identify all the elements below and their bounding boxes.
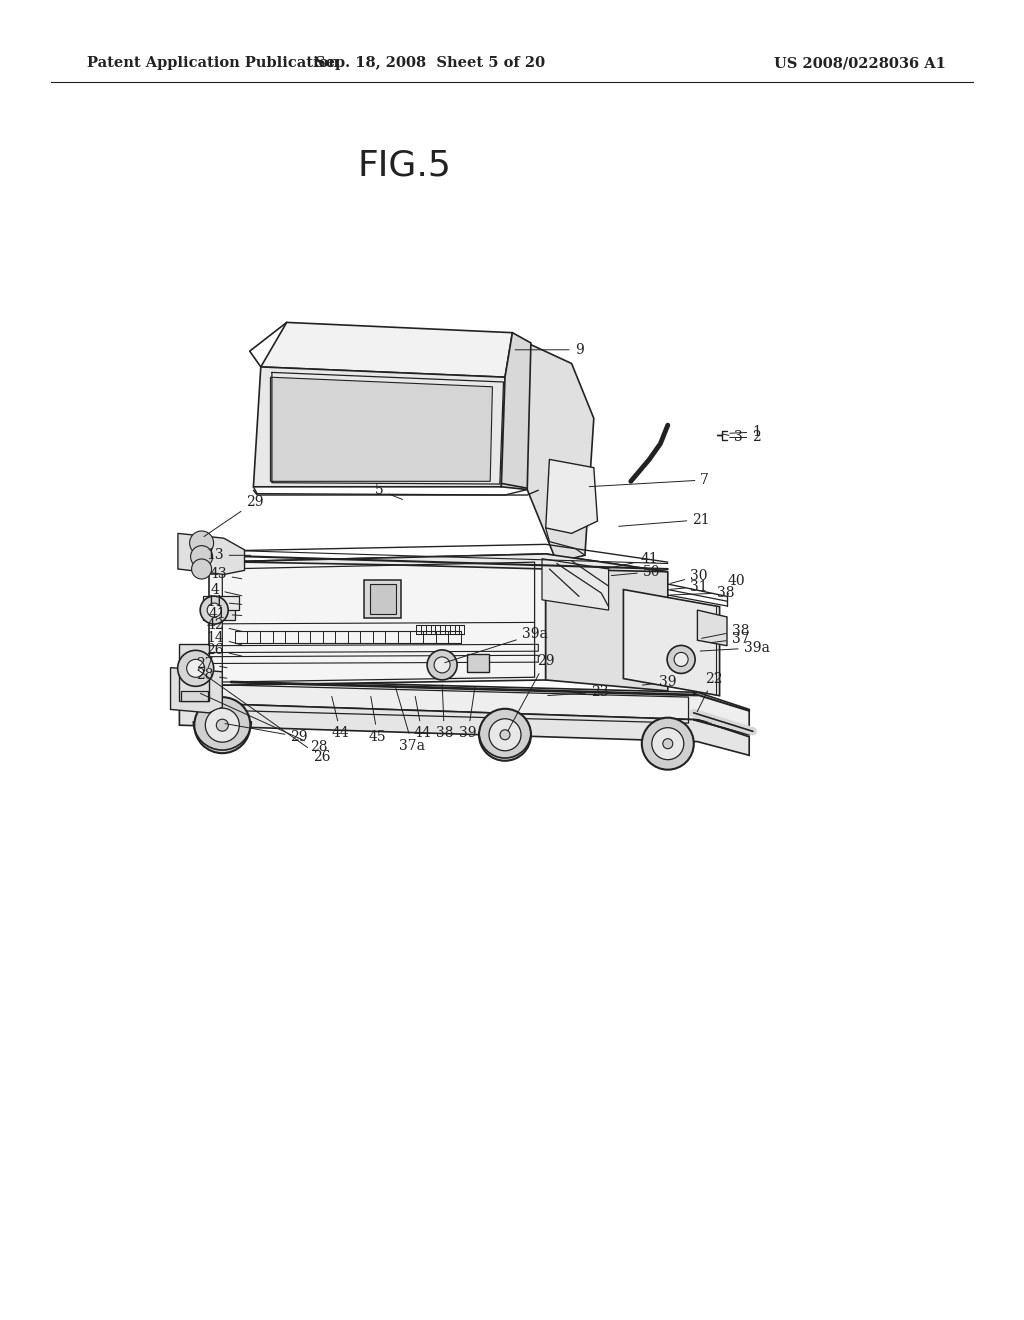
Text: 11: 11 [206,595,242,609]
Text: 26: 26 [198,671,330,764]
Text: 26: 26 [206,643,242,657]
Polygon shape [179,702,750,755]
Text: 42: 42 [206,618,242,632]
Text: US 2008/0228036 A1: US 2008/0228036 A1 [774,57,946,70]
Polygon shape [542,558,608,610]
Circle shape [667,645,695,673]
Text: 1: 1 [730,425,761,440]
Circle shape [434,657,451,673]
Circle shape [674,652,688,667]
Circle shape [190,545,213,568]
Text: 28: 28 [197,668,227,682]
Text: 50: 50 [611,565,660,578]
Text: 39: 39 [459,686,477,741]
Polygon shape [203,597,239,610]
Circle shape [642,718,694,770]
Text: 40: 40 [727,574,744,594]
Text: 45: 45 [369,697,386,744]
Circle shape [191,558,212,579]
Polygon shape [179,678,750,727]
Circle shape [207,603,221,616]
Polygon shape [181,690,208,701]
Polygon shape [546,554,668,690]
Text: 13: 13 [206,548,251,562]
Text: 29: 29 [204,495,263,537]
Text: 31: 31 [671,579,708,594]
Text: 4: 4 [211,582,242,597]
Circle shape [500,730,510,739]
Text: Sep. 18, 2008  Sheet 5 of 20: Sep. 18, 2008 Sheet 5 of 20 [315,57,545,70]
Text: 39: 39 [642,675,677,689]
Text: 37a: 37a [395,685,426,752]
Polygon shape [203,599,234,620]
Polygon shape [624,590,720,696]
Text: 38: 38 [701,623,750,639]
Polygon shape [527,343,594,562]
Text: 39a: 39a [700,640,770,655]
Polygon shape [178,533,245,574]
Polygon shape [546,459,597,533]
Polygon shape [502,333,530,490]
Text: 3: 3 [722,430,743,445]
Text: 44: 44 [414,697,431,741]
Text: 41: 41 [607,552,658,569]
Text: 39a: 39a [444,627,548,663]
Polygon shape [270,378,493,482]
Text: 9: 9 [515,343,584,356]
Polygon shape [697,610,727,645]
Text: 7: 7 [589,473,710,487]
Text: 2: 2 [730,430,761,445]
Text: 38: 38 [671,586,734,601]
Circle shape [200,597,228,624]
Polygon shape [171,668,222,713]
Text: 14: 14 [206,631,242,645]
Text: 30: 30 [671,569,708,583]
Text: 5: 5 [375,483,402,499]
Text: 23: 23 [548,685,608,700]
Polygon shape [365,579,401,618]
Text: 21: 21 [618,512,710,527]
Text: 27: 27 [197,656,227,671]
Polygon shape [261,322,512,378]
Circle shape [216,719,228,731]
Polygon shape [467,653,488,672]
Text: 37: 37 [712,632,750,645]
Polygon shape [370,583,396,614]
Text: 22: 22 [697,672,722,711]
Polygon shape [209,554,546,685]
Text: 29: 29 [508,655,554,731]
Text: 43: 43 [209,568,242,582]
Polygon shape [209,554,668,572]
Polygon shape [179,644,209,701]
Polygon shape [253,367,505,487]
Circle shape [663,739,673,748]
Text: 44: 44 [332,697,349,741]
Text: 28: 28 [201,693,328,754]
Circle shape [189,531,214,554]
Circle shape [186,659,205,677]
Circle shape [206,708,240,742]
Text: 38: 38 [435,685,453,741]
Circle shape [195,697,250,754]
Text: 41: 41 [209,607,242,622]
Circle shape [652,727,684,760]
Circle shape [489,719,521,751]
Text: FIG.5: FIG.5 [357,148,452,182]
Circle shape [178,651,214,686]
Circle shape [427,649,457,680]
Text: 29: 29 [225,723,308,744]
Text: Patent Application Publication: Patent Application Publication [87,57,339,70]
Circle shape [479,709,531,760]
